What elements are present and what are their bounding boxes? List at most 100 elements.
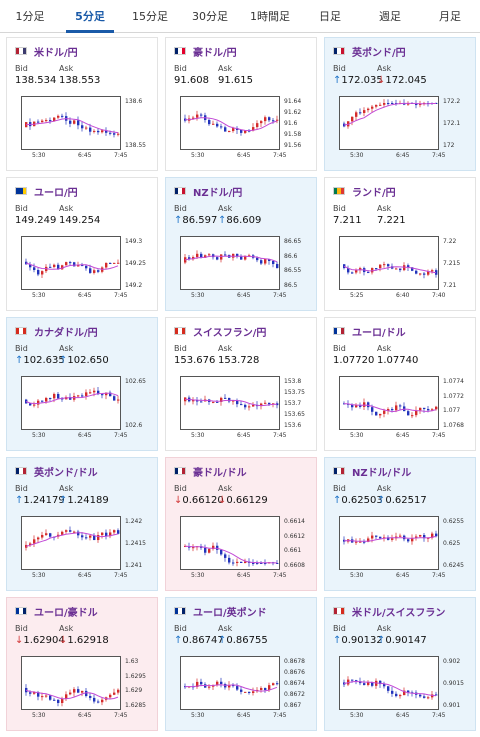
mini-candle-chart[interactable]: 1.242 1.2415 1.241 5:30 6:45 7:45 [15, 514, 153, 586]
rate-card[interactable]: NZドル/ドル Bid Ask ↑0.62503 ↑0.62517 0.6255… [324, 457, 476, 591]
mini-candle-chart[interactable]: 0.8678 0.8676 0.8674 0.8672 0.867 5:30 6:45 7:4… [174, 654, 312, 726]
x-tick-label: 5:30 [191, 572, 205, 579]
chart-plot-area [180, 96, 280, 150]
rate-card[interactable]: ユーロ/ドル Bid Ask 1.07720 1.07740 1.0774 1.0… [324, 317, 476, 451]
rate-card[interactable]: 米ドル/円 Bid Ask 138.534 138.553 138.6 138.5… [6, 37, 158, 171]
card-header: NZドル/ドル [333, 464, 412, 479]
mini-candle-chart[interactable]: 102.65 102.6 5:30 6:45 7:45 [15, 374, 153, 446]
rate-card[interactable]: ランド/円 Bid Ask 7.211 7.221 7.22 7.215 7.21 5… [324, 177, 476, 311]
currency-pair-link[interactable]: NZドル/円 [193, 187, 243, 199]
chart-plot-area [180, 236, 280, 290]
mini-candle-chart[interactable]: 153.8 153.75 153.7 153.65 153.6 5:30 6:45 7:45 [174, 374, 312, 446]
tab-timeframe[interactable]: 5分足 [60, 0, 120, 33]
y-tick-label: 153.8 [284, 378, 302, 385]
currency-pair-link[interactable]: ユーロ/英ポンド [193, 607, 267, 619]
rate-card[interactable]: カナダドル/円 Bid Ask ↑102.635 ↑102.650 102.65… [6, 317, 158, 451]
mini-candle-chart[interactable]: 1.0774 1.0772 1.077 1.0768 5:30 6:45 7:45 [333, 374, 471, 446]
tab-timeframe[interactable]: 1時間足 [250, 10, 290, 23]
bid-label: Bid [333, 344, 346, 353]
y-tick-label: 0.901 [443, 702, 461, 709]
currency-pair-link[interactable]: ユーロ/円 [34, 187, 78, 199]
mini-candle-chart[interactable]: 172.2 172.1 172 5:30 6:45 7:45 [333, 94, 471, 166]
rate-card[interactable]: 豪ドル/円 Bid Ask 91.608 91.615 91.64 91.62 91… [165, 37, 317, 171]
bid-value: ↑1.24179 [15, 495, 65, 506]
tab-timeframe[interactable]: 日足 [319, 10, 341, 23]
rate-card[interactable]: スイスフラン/円 Bid Ask 153.676 153.728 153.8 15… [165, 317, 317, 451]
mini-candle-chart[interactable]: 0.6614 0.6612 0.661 0.6608 5:30 6:45 7:45 [174, 514, 312, 586]
mini-candle-chart[interactable]: 0.902 0.9015 0.901 5:30 6:45 7:45 [333, 654, 471, 726]
tab-timeframe[interactable]: 月足 [439, 10, 461, 23]
rate-card[interactable]: NZドル/円 Bid Ask ↑86.597 ↑86.609 86.65 86.6… [165, 177, 317, 311]
chart-plot-area [180, 376, 280, 430]
tab-timeframe[interactable]: 15分足 [132, 10, 168, 23]
candle-body [248, 255, 251, 257]
candle-body [252, 127, 255, 131]
currency-pair-link[interactable]: ユーロ/豪ドル [34, 607, 98, 619]
candle-body [192, 547, 195, 549]
y-tick-label: 1.6295 [125, 672, 146, 680]
candle-body [355, 680, 358, 682]
y-tick-label: 1.0772 [443, 392, 464, 400]
tab-timeframe[interactable]: 週足 [379, 10, 401, 23]
candle-body [109, 262, 112, 264]
mini-candle-chart[interactable]: 149.3 149.25 149.2 5:30 6:45 7:45 [15, 234, 153, 306]
currency-pair-link[interactable]: 米ドル/スイスフラン [352, 607, 446, 619]
currency-pair-link[interactable]: 豪ドル/円 [193, 47, 237, 59]
currency-pair-link[interactable]: NZドル/ドル [352, 467, 412, 479]
rate-card[interactable]: 米ドル/スイスフラン Bid Ask ↑0.90132 ↑0.90147 0.9… [324, 597, 476, 731]
currency-pair-link[interactable]: スイスフラン/円 [193, 327, 267, 339]
candle-body [216, 681, 219, 686]
flag-icon [333, 187, 345, 195]
candle-body [363, 541, 366, 543]
currency-pair-link[interactable]: カナダドル/円 [34, 327, 98, 339]
y-tick-label: 0.6608 [284, 562, 305, 569]
y-tick-label: 1.077 [443, 407, 461, 415]
rate-card[interactable]: 英ポンド/円 Bid Ask ↑172.035 ↓172.045 172.2 17… [324, 37, 476, 171]
mini-candle-chart[interactable]: 86.65 86.6 86.55 86.5 5:30 6:45 7:45 [174, 234, 312, 306]
currency-pair-link[interactable]: 米ドル/円 [34, 47, 78, 59]
bid-value: 1.07720 [333, 355, 375, 366]
currency-pair-link[interactable]: ランド/円 [352, 187, 396, 199]
flag-icon [15, 607, 27, 615]
candle-body [375, 411, 378, 416]
bid-value: 91.608 [174, 75, 209, 86]
flag-icon [174, 607, 186, 615]
card-header: ユーロ/英ポンド [174, 604, 267, 619]
y-tick-label: 7.21 [443, 282, 457, 289]
currency-pair-link[interactable]: ユーロ/ドル [352, 327, 406, 339]
x-tick-label: 7:45 [114, 432, 128, 439]
candle-body [109, 694, 112, 698]
x-tick-label: 5:30 [32, 572, 46, 579]
candle-body [391, 409, 394, 411]
candle-body [272, 120, 275, 122]
y-tick-label: 1.0774 [443, 378, 464, 385]
currency-pair-link[interactable]: 英ポンド/ドル [34, 467, 98, 479]
candle-body [415, 410, 418, 416]
rate-card[interactable]: ユーロ/円 Bid Ask 149.249 149.254 149.3 149.2… [6, 177, 158, 311]
x-tick-label: 6:45 [237, 292, 251, 299]
mini-candle-chart[interactable]: 91.64 91.62 91.6 91.58 91.56 5:30 6:45 7:45 [174, 94, 312, 166]
tab-timeframe[interactable]: 1分足 [15, 10, 45, 23]
candlestick-series [343, 676, 438, 700]
mini-candle-chart[interactable]: 7.22 7.215 7.21 5:25 6:40 7:40 [333, 234, 471, 306]
x-tick-label: 6:45 [237, 572, 251, 579]
rate-card[interactable]: 英ポンド/ドル Bid Ask ↑1.24179 ↑1.24189 1.242 1… [6, 457, 158, 591]
rate-card[interactable]: ユーロ/英ポンド Bid Ask ↑0.86747 ↑0.86755 0.867… [165, 597, 317, 731]
ask-value: 1.07740 [377, 355, 419, 366]
rate-card[interactable]: 豪ドル/ドル Bid Ask ↓0.66120 ↓0.66129 0.6614 0… [165, 457, 317, 591]
y-tick-label: 102.65 [125, 378, 146, 385]
tab-timeframe[interactable]: 30分足 [192, 10, 228, 23]
candle-body [93, 130, 96, 132]
mini-candle-chart[interactable]: 138.6 138.55 5:30 6:45 7:45 [15, 94, 153, 166]
mini-candle-chart[interactable]: 1.63 1.6295 1.629 1.6285 5:30 6:45 7:45 [15, 654, 153, 726]
moving-average-line [184, 545, 277, 564]
currency-pair-link[interactable]: 豪ドル/ドル [193, 467, 247, 479]
candle-body [431, 533, 434, 538]
currency-pair-link[interactable]: 英ポンド/円 [352, 47, 406, 59]
candle-body [248, 406, 251, 408]
mini-candle-chart[interactable]: 0.6255 0.625 0.6245 5:30 6:45 7:45 [333, 514, 471, 586]
candle-body [117, 133, 120, 135]
y-tick-label: 0.867 [284, 702, 302, 709]
candlestick-series [25, 387, 120, 409]
rate-card[interactable]: ユーロ/豪ドル Bid Ask ↓1.62904 ↓1.62918 1.63 1.… [6, 597, 158, 731]
